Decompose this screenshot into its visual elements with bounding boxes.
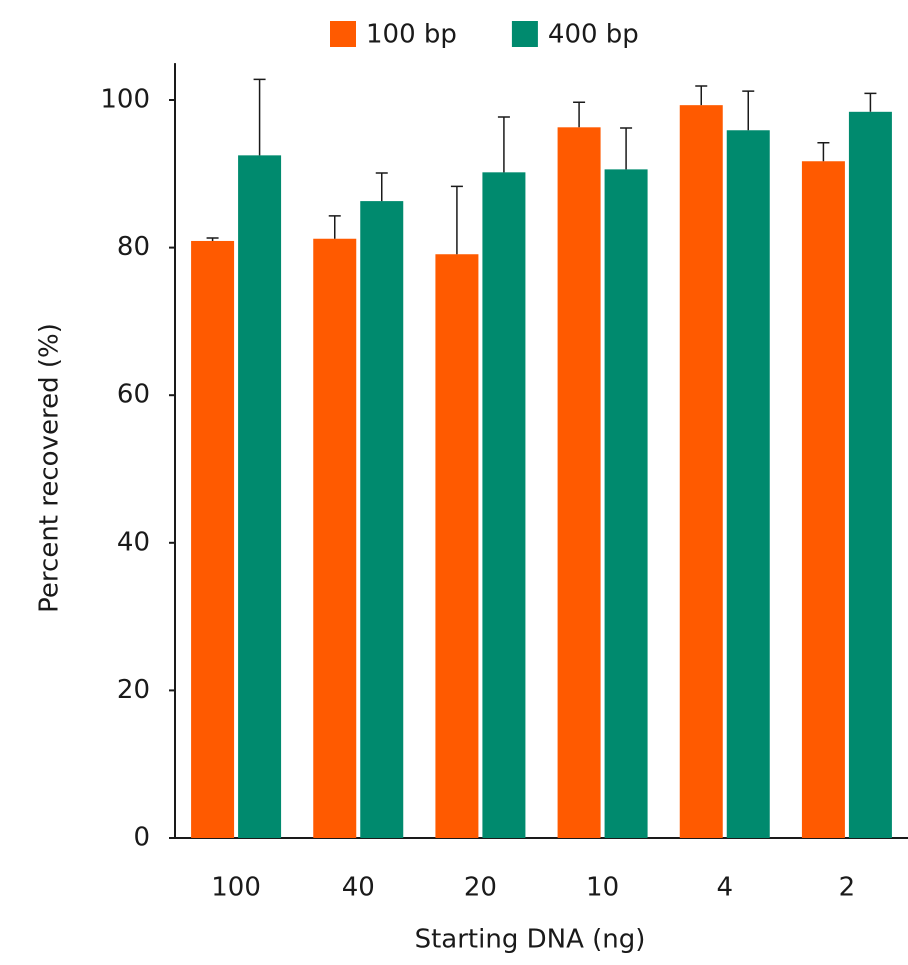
bar	[557, 127, 601, 838]
bar	[238, 155, 282, 839]
bar	[604, 169, 648, 838]
error-bar	[742, 90, 755, 131]
error-bar	[695, 85, 708, 106]
x-axis-label: Starting DNA (ng)	[415, 925, 646, 955]
x-tick-label: 10	[586, 873, 619, 903]
x-tick-label: 20	[464, 873, 497, 903]
x-tick-label: 100	[211, 873, 261, 903]
x-tick-label: 4	[716, 873, 733, 903]
bar	[726, 130, 770, 838]
legend-swatch	[511, 21, 538, 47]
error-bar	[620, 127, 633, 170]
error-bar	[864, 92, 877, 112]
error-bar	[375, 172, 388, 202]
bar	[482, 172, 526, 839]
error-bar	[450, 185, 463, 255]
bar	[679, 105, 723, 838]
y-tick-label: 80	[117, 232, 150, 262]
bar	[801, 161, 845, 838]
legend-label: 100 bp	[366, 20, 457, 50]
bar	[360, 201, 404, 838]
y-tick-label: 0	[133, 823, 150, 853]
legend-swatch	[330, 21, 356, 47]
error-bar	[206, 237, 219, 241]
error-bar	[817, 142, 830, 162]
legend-label: 400 bp	[548, 20, 639, 50]
bar	[313, 238, 357, 838]
x-tick-label: 2	[839, 873, 856, 903]
x-tick-label: 40	[342, 873, 375, 903]
bar	[435, 254, 479, 838]
error-bar	[497, 116, 510, 173]
error-bar	[573, 101, 586, 128]
y-tick-label: 40	[117, 527, 150, 557]
error-bar	[253, 78, 266, 156]
y-axis-label: Percent recovered (%)	[35, 323, 65, 613]
y-tick-label: 100	[100, 85, 150, 115]
bar	[191, 240, 235, 838]
bar	[848, 111, 892, 839]
error-bar	[328, 215, 341, 239]
y-tick-label: 60	[117, 380, 150, 410]
y-tick-label: 20	[117, 675, 150, 705]
